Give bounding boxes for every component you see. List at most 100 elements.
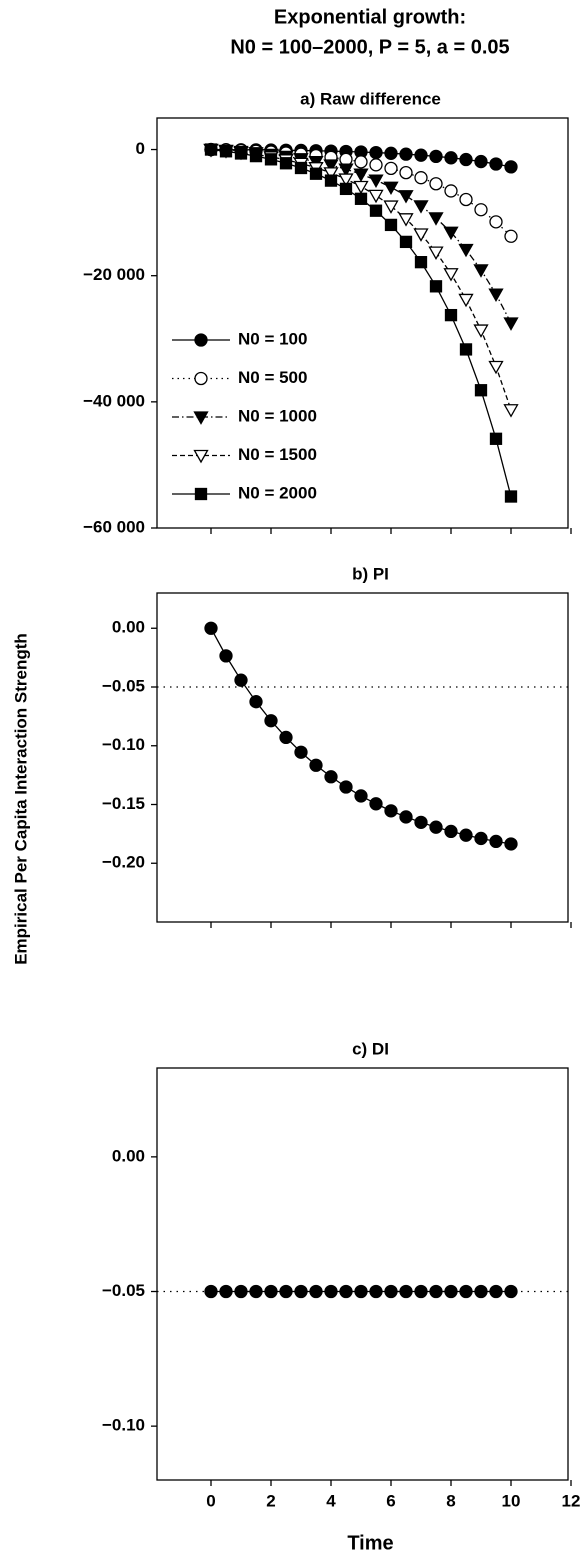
marker	[504, 490, 518, 503]
marker	[459, 828, 473, 842]
marker	[354, 1284, 368, 1299]
legend-label: N0 = 2000	[238, 483, 317, 502]
legend-label: N0 = 1500	[238, 445, 317, 464]
marker	[444, 824, 458, 839]
marker	[294, 745, 308, 759]
marker	[458, 243, 474, 258]
marker	[413, 200, 429, 214]
marker	[354, 789, 368, 803]
marker	[473, 324, 489, 338]
figure-title: N0 = 100–2000, P = 5, a = 0.05	[230, 36, 509, 58]
marker	[383, 181, 399, 196]
y-tick-label: −0.05	[102, 676, 145, 695]
panel-title: b) PI	[352, 564, 389, 583]
marker	[264, 153, 278, 166]
marker	[193, 411, 209, 425]
marker	[444, 184, 458, 198]
marker	[309, 758, 323, 772]
marker	[459, 192, 473, 207]
marker	[443, 226, 459, 241]
marker	[414, 815, 428, 830]
marker	[369, 797, 383, 811]
x-tick-label: 2	[266, 1491, 275, 1510]
marker	[489, 157, 503, 171]
marker	[503, 317, 519, 331]
marker	[204, 1284, 218, 1299]
x-axis-label: Time	[347, 1532, 393, 1554]
figure-title: Exponential growth:	[274, 6, 466, 28]
marker	[399, 165, 413, 180]
marker	[504, 160, 518, 174]
marker	[489, 215, 503, 229]
marker	[324, 770, 338, 784]
marker	[249, 149, 263, 163]
marker	[429, 820, 443, 834]
marker	[458, 293, 474, 308]
marker	[219, 1284, 233, 1299]
marker	[234, 1284, 248, 1299]
y-tick-label: −0.05	[102, 1281, 145, 1300]
plot-frame	[156, 592, 569, 923]
marker	[444, 151, 458, 165]
y-tick-label: −0.10	[102, 1416, 145, 1435]
marker	[489, 1284, 503, 1299]
plot-frame	[156, 1067, 569, 1481]
marker	[204, 143, 218, 156]
marker	[323, 159, 339, 173]
marker	[353, 180, 369, 195]
x-tick-label: 8	[446, 1491, 455, 1510]
marker	[194, 333, 208, 347]
marker	[399, 1284, 413, 1299]
marker	[383, 200, 399, 214]
panel-title: c) DI	[352, 1039, 389, 1058]
marker	[194, 487, 208, 501]
marker	[339, 182, 353, 196]
marker	[399, 147, 413, 161]
y-tick-label: −0.15	[102, 794, 145, 813]
marker	[414, 1284, 428, 1299]
marker	[474, 384, 488, 397]
y-tick-label: 0.00	[112, 618, 145, 637]
marker	[459, 152, 473, 167]
marker	[503, 404, 519, 418]
marker	[429, 280, 443, 293]
marker	[504, 837, 518, 851]
marker	[488, 360, 504, 375]
y-tick-label: −0.20	[102, 853, 145, 872]
marker	[414, 148, 428, 162]
marker	[339, 780, 353, 794]
marker	[338, 173, 354, 187]
marker	[324, 1284, 338, 1299]
marker	[474, 1284, 488, 1299]
marker	[264, 714, 278, 728]
marker	[194, 371, 208, 386]
marker	[354, 155, 368, 169]
marker	[234, 147, 248, 160]
marker	[384, 1284, 398, 1299]
marker	[368, 174, 384, 188]
y-tick-label: 0.00	[112, 1146, 145, 1165]
marker	[279, 730, 293, 745]
marker	[369, 158, 383, 172]
marker	[489, 834, 503, 849]
marker	[399, 810, 413, 824]
y-tick-label: −0.10	[102, 735, 145, 754]
marker	[369, 1284, 383, 1299]
marker	[459, 343, 473, 356]
x-tick-label: 10	[502, 1491, 521, 1510]
marker	[428, 212, 444, 226]
marker	[398, 213, 414, 227]
marker	[398, 190, 414, 204]
marker	[339, 1284, 353, 1299]
marker	[353, 168, 369, 182]
marker	[488, 288, 504, 302]
x-tick-label: 4	[326, 1491, 336, 1510]
marker	[384, 161, 398, 176]
panel-title: a) Raw difference	[300, 89, 441, 108]
marker	[369, 145, 383, 160]
marker	[369, 204, 383, 217]
marker	[504, 1284, 518, 1299]
marker	[338, 163, 354, 178]
legend-label: N0 = 1000	[238, 406, 317, 425]
